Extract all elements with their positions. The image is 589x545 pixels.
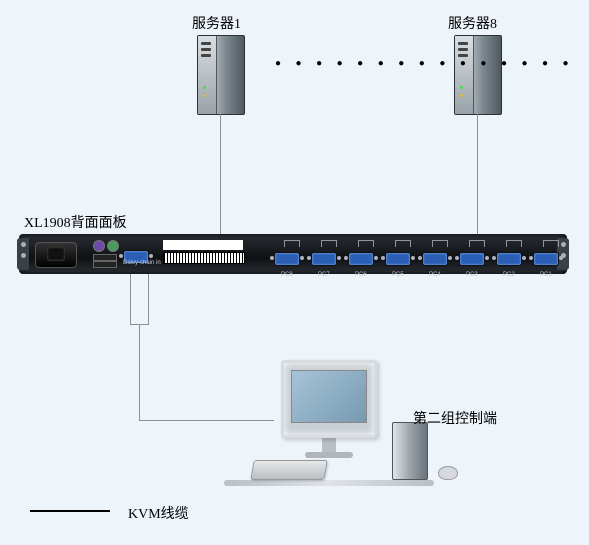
port-label: PC4 xyxy=(429,272,441,278)
power-socket xyxy=(35,242,77,268)
pc-tower-icon xyxy=(392,422,428,480)
console-workstation xyxy=(274,360,384,490)
port-label: PC7 xyxy=(318,272,330,278)
ps2-port-purple xyxy=(93,240,105,252)
usb-port xyxy=(93,261,117,268)
ellipsis-dots: ● ● ● ● ● ● ● ● ● ● ● ● ● ● ● xyxy=(275,58,575,69)
kvm-switch-panel: Daisy-chain in PC8 PC7 PC6 PC5 PC4 PC3 P… xyxy=(19,234,567,274)
cable-line xyxy=(148,274,149,324)
port-label: PC1 xyxy=(540,272,552,278)
server-1 xyxy=(197,35,243,113)
cable-line xyxy=(130,274,131,324)
port-label: PC3 xyxy=(466,272,478,278)
legend-line xyxy=(30,510,110,512)
daisy-chain-label: Daisy-chain in xyxy=(123,260,161,266)
serial-sticker xyxy=(163,240,243,250)
ps2-port-green xyxy=(107,240,119,252)
server1-label: 服务器1 xyxy=(192,13,241,33)
cable-line xyxy=(220,113,221,249)
monitor-icon xyxy=(281,360,377,438)
console-label: 第二组控制端 xyxy=(413,408,497,428)
cable-line xyxy=(139,324,140,420)
panel-label: XL1908背面面板 xyxy=(24,212,127,232)
usb-port xyxy=(93,254,117,261)
port-pc1: PC1 xyxy=(529,248,573,268)
barcode xyxy=(163,252,245,264)
cable-line xyxy=(139,420,274,421)
mouse-icon xyxy=(438,466,458,480)
cable-line xyxy=(477,113,478,249)
port-label: PC2 xyxy=(503,272,515,278)
port-label: PC8 xyxy=(281,272,293,278)
keyboard-icon xyxy=(250,460,328,480)
port-label: PC5 xyxy=(392,272,404,278)
server-8 xyxy=(454,35,500,113)
legend-label: KVM线缆 xyxy=(128,503,189,523)
server8-label: 服务器8 xyxy=(448,13,497,33)
port-label: PC6 xyxy=(355,272,367,278)
